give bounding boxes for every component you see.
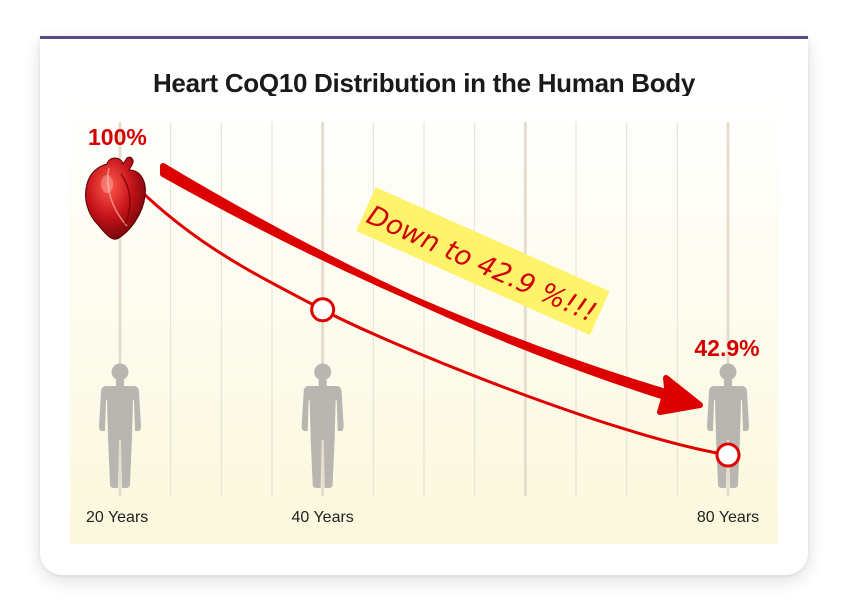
tick-label: 40 Years <box>292 509 354 526</box>
tick-label: 20 Years <box>86 509 148 526</box>
tick-label: 80 Years <box>697 509 759 526</box>
series <box>85 156 741 468</box>
data-label: 100% <box>88 124 147 150</box>
heart-icon <box>85 156 146 240</box>
trend-arrow <box>160 163 703 415</box>
annotation-highlight <box>356 187 610 336</box>
data-point <box>310 297 336 323</box>
chart-title: Heart CoQ10 Distribution in the Human Bo… <box>152 68 696 98</box>
data-label: 42.9% <box>694 335 759 361</box>
series-line <box>118 168 729 457</box>
data-point <box>715 442 741 468</box>
